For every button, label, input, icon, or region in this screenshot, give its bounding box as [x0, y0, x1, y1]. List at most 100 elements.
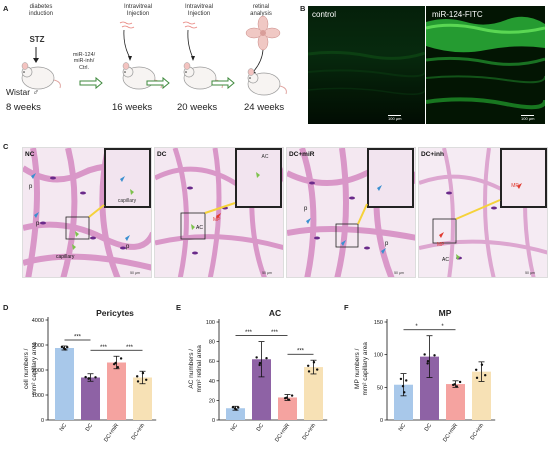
timeline-step-4-text: retinal analysis — [250, 4, 272, 17]
histology-dcinh-inset — [500, 148, 547, 208]
chart-e-ac: 0 20 40 60 80 100 NC DC DC+miR DC+inh *** *** *** — [206, 319, 328, 443]
bar-dc — [420, 356, 439, 420]
data-point — [62, 347, 66, 350]
histology-dc-inset — [235, 148, 282, 208]
ac-arrow-icon — [191, 224, 195, 230]
ac-arrow-icon — [456, 254, 460, 260]
retina-flatmount-icon — [245, 15, 281, 51]
bar-dc-mir — [107, 362, 126, 420]
histology-dc-title: DC — [157, 151, 167, 158]
week-16-label: 16 weeks — [112, 102, 153, 113]
dcinh-selection-box — [432, 218, 457, 244]
data-point — [258, 363, 261, 367]
significance-label: *** — [74, 335, 82, 341]
data-point — [480, 363, 484, 366]
nc-selection-box — [65, 216, 90, 240]
chart-e-title: AC — [268, 308, 282, 318]
mouse-3-icon — [183, 62, 223, 90]
mp-marker-label: MP — [437, 242, 445, 248]
timeline-step-1-label: diabetes induction — [15, 4, 67, 18]
syringe-2-icon — [182, 21, 198, 61]
significance-label: * — [415, 324, 418, 330]
x-tick-label: DC — [424, 423, 433, 433]
bar-dc-inh — [304, 367, 323, 420]
y-tick-label: 150 — [374, 320, 383, 326]
data-point — [403, 391, 406, 394]
x-tick-label: NC — [59, 423, 68, 433]
timeline-step-4-label: retinal analysis — [234, 4, 288, 18]
chart-d-title: Pericytes — [96, 308, 134, 318]
data-point — [141, 371, 145, 375]
data-point — [135, 375, 139, 378]
fluorescence-mir124-scalebar: 100 µm — [521, 115, 535, 121]
y-tick-label: 2000 — [32, 368, 44, 374]
bar-dc-inh — [133, 377, 152, 420]
dc-connector — [204, 202, 236, 214]
timeline-arrow-1-icon — [79, 76, 103, 90]
bar-dc-mir — [278, 397, 297, 420]
stz-label: STZ — [29, 35, 45, 44]
bar-dc — [81, 377, 100, 420]
data-point — [258, 361, 262, 365]
timeline-step-3-text: Intravitreal Injection — [184, 4, 213, 17]
pericyte-arrow-icon — [120, 176, 125, 182]
data-point — [287, 398, 291, 401]
panel-letter-a: A — [3, 4, 9, 13]
timeline-arrow-3-icon — [211, 76, 235, 90]
ac-arrow-icon — [256, 172, 260, 178]
fluorescence-control-image — [308, 6, 425, 124]
analysis-arrow — [252, 49, 264, 73]
pericyte-marker-label: p — [304, 206, 308, 212]
ac-arrow-icon — [72, 244, 76, 250]
panel-letter-f: F — [344, 303, 349, 312]
x-tick-label: NC — [398, 423, 407, 433]
data-point — [265, 356, 268, 360]
pericyte-arrow-icon — [125, 235, 130, 241]
bar-dc — [252, 359, 271, 420]
significance-label: * — [441, 324, 444, 330]
data-point — [60, 345, 64, 349]
data-point — [405, 379, 408, 382]
y-tick-label: 0 — [212, 418, 215, 424]
data-point — [426, 362, 429, 365]
histology-dcinh-title: DC+inh — [421, 151, 444, 158]
week-24-label: 24 weeks — [244, 102, 285, 113]
x-tick-label: DC — [85, 423, 94, 433]
data-point — [231, 406, 235, 409]
x-tick-label: DC+inh — [470, 423, 486, 442]
dcmir-selection-box — [335, 223, 359, 248]
y-tick-label: 80 — [209, 340, 215, 346]
y-tick-label: 20 — [209, 398, 215, 404]
data-point — [401, 384, 405, 388]
data-point — [87, 377, 90, 380]
ac-arrow-icon — [75, 231, 79, 237]
dc-selection-box — [180, 212, 206, 240]
capillary-marker-label: capillary — [56, 254, 75, 260]
data-point — [484, 374, 487, 377]
timeline-step-2-label: Intravitreal Injection — [111, 4, 165, 18]
y-tick-label: 50 — [377, 385, 383, 391]
pericyte-marker-label: p — [36, 221, 40, 227]
y-tick-label: 0 — [380, 418, 383, 424]
data-point — [233, 407, 237, 410]
mp-marker-label: MP — [213, 217, 221, 223]
bar-nc — [394, 384, 413, 420]
data-point — [119, 357, 123, 360]
ac-arrow-icon — [130, 189, 134, 195]
data-point — [307, 370, 311, 373]
pericyte-arrow-icon — [306, 218, 311, 224]
chart-d-pericytes: 0 1000 2000 3000 4000 NC DC DC+miR DC+inh *** *** *… — [32, 317, 157, 443]
data-point — [451, 383, 455, 387]
significance-label: *** — [100, 345, 108, 351]
data-point — [290, 394, 294, 397]
data-point — [474, 368, 478, 372]
fluorescence-control-scalebar: 100 µm — [388, 115, 402, 121]
pericyte-arrow-icon — [34, 212, 39, 218]
data-point — [306, 364, 310, 367]
bar-dc-mir — [446, 384, 465, 420]
y-tick-label: 100 — [206, 320, 215, 326]
syringe-1-icon — [119, 21, 135, 61]
strain-label: Wistar ♂ — [6, 87, 39, 97]
y-tick-label: 4000 — [32, 318, 44, 324]
y-tick-label: 40 — [209, 379, 215, 385]
